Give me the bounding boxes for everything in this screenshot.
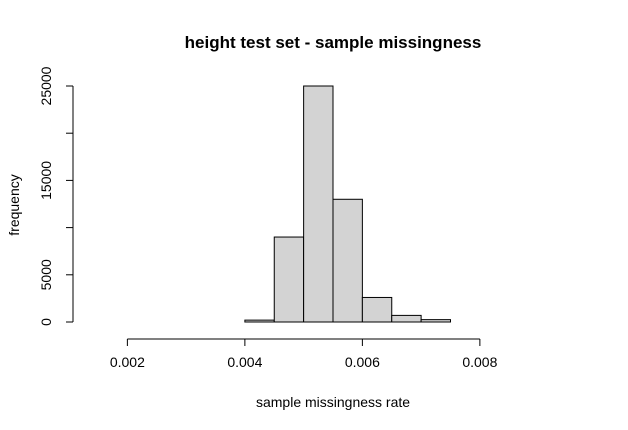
x-axis-label: sample missingness rate [256,394,410,410]
histogram-bar [391,314,422,323]
y-tick-label: 0 [38,318,54,326]
histogram-bar [420,319,451,323]
histogram-bar [361,296,393,323]
x-axis: 0.002 0.004 0.006 0.008 [110,338,498,370]
y-tick-label: 5000 [38,259,54,290]
y-axis-label: frequency [6,174,22,235]
x-tick-label: 0.006 [345,354,380,370]
x-tick-label: 0.008 [462,354,497,370]
histogram-bar [303,85,334,323]
chart-title: height test set - sample missingness [185,33,482,52]
histogram-bar [332,198,363,323]
histogram-bar [244,319,275,323]
x-tick-label: 0.004 [227,354,262,370]
y-tick-label: 15000 [38,161,54,200]
histogram-bar [273,236,305,323]
x-tick-label: 0.002 [110,354,145,370]
y-tick-label: 25000 [38,66,54,105]
y-axis: 0 5000 15000 25000 [38,66,74,326]
histogram-bars [244,85,451,323]
